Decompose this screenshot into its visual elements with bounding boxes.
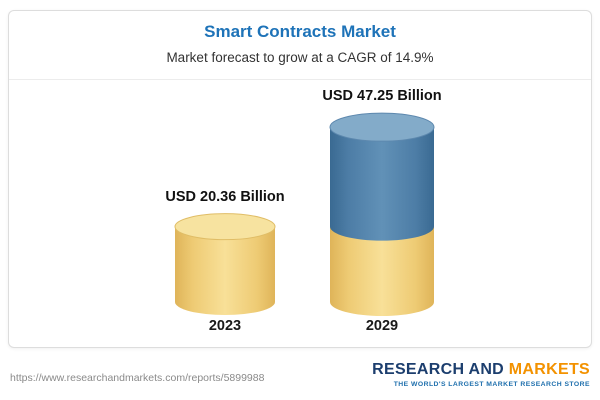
year-label-2029: 2029 [365,318,399,334]
header-divider [9,79,591,80]
report-url-link[interactable]: https://www.researchandmarkets.com/repor… [10,372,265,384]
chart-subtitle: Market forecast to grow at a CAGR of 14.… [166,50,434,65]
chart-card [8,10,592,348]
chart-title: Smart Contracts Market [204,22,396,41]
logo-wordmark: RESEARCH AND MARKETS [372,361,590,379]
value-label-2029: USD 47.25 Billion [322,88,442,105]
logo-text-markets: MARKETS [508,361,590,378]
year-label-2023: 2023 [208,318,242,334]
value-label-2023: USD 20.36 Billion [165,188,285,205]
research-and-markets-logo: RESEARCH AND MARKETS THE WORLD'S LARGEST… [372,361,590,388]
logo-tagline: THE WORLD'S LARGEST MARKET RESEARCH STOR… [393,381,590,388]
logo-text-research-and: RESEARCH AND [372,361,505,378]
